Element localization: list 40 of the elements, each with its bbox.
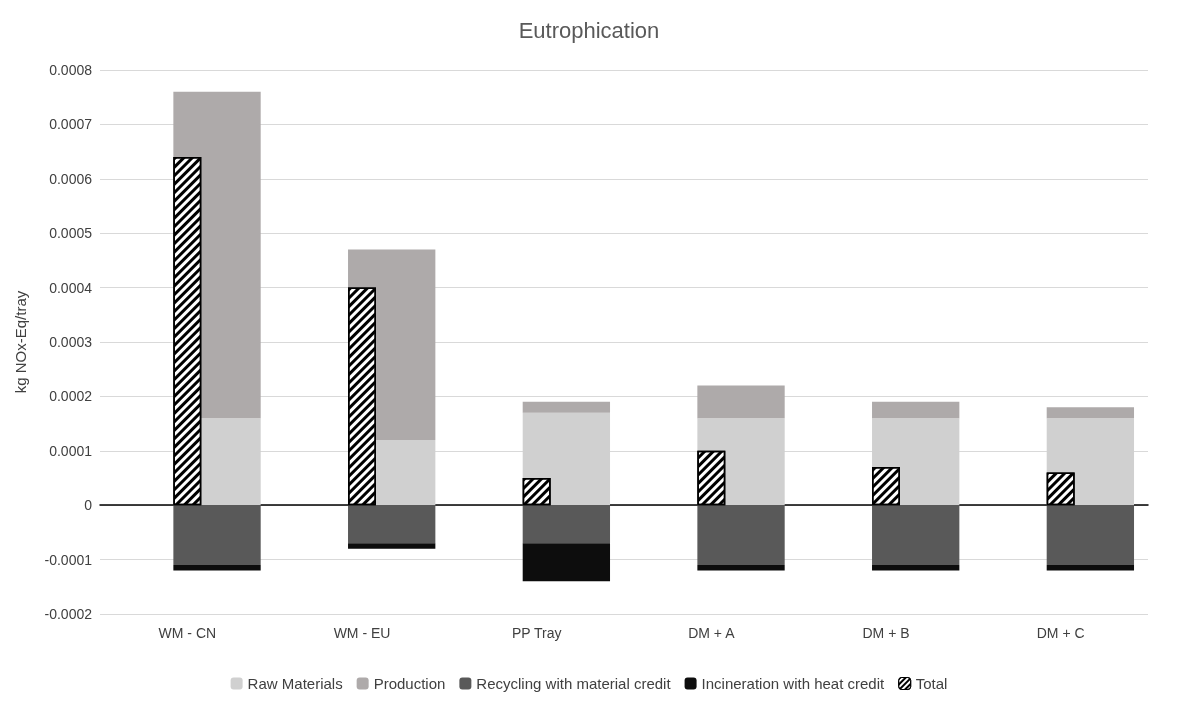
x-tick-label: PP Tray [511,625,562,641]
x-tick-label: DM + A [688,625,736,641]
bar [1046,565,1135,571]
x-tick-label: WM - EU [333,625,391,641]
y-tick-label: 0.0006 [49,170,93,187]
legend-label: Recycling with material credit [476,675,672,692]
x-tick-label: DM + C [1036,625,1085,641]
y-tick-label: 0.0001 [49,442,93,459]
bar [697,505,785,566]
y-tick-label: 0.0005 [49,225,93,242]
bar [348,505,436,544]
legend-label: Incineration with heat credit [701,675,886,692]
bar [1046,505,1135,566]
legend-label: Raw Materials [247,675,343,692]
bar [1046,407,1135,419]
y-tick-label: 0.0002 [49,388,93,405]
y-tick-label: -0.0001 [44,551,93,568]
y-tick-label: 0.0007 [49,116,93,133]
x-tick-label: WM - CN [158,625,217,641]
y-axis-title: kg NOx-Eq/tray [12,290,29,394]
bar [522,505,611,544]
bar [173,505,261,566]
y-tick-label: 0.0004 [49,279,93,296]
bar [697,385,785,419]
bar [348,543,436,549]
bar [522,401,611,413]
bar [697,565,785,571]
x-tick-label: DM + B [862,625,910,641]
bar [872,401,960,419]
legend-label: Total [915,675,948,692]
bar [173,565,261,571]
legend-label: Production [373,675,446,692]
y-tick-label: 0.0003 [49,334,93,350]
y-tick-label: -0.0002 [44,606,93,622]
y-tick-label: 0 [84,497,93,514]
y-tick-label: 0.0008 [49,62,93,78]
chart-title: Eutrophication [518,17,660,43]
bar [872,505,960,566]
bar [872,565,960,571]
bar [522,543,611,582]
